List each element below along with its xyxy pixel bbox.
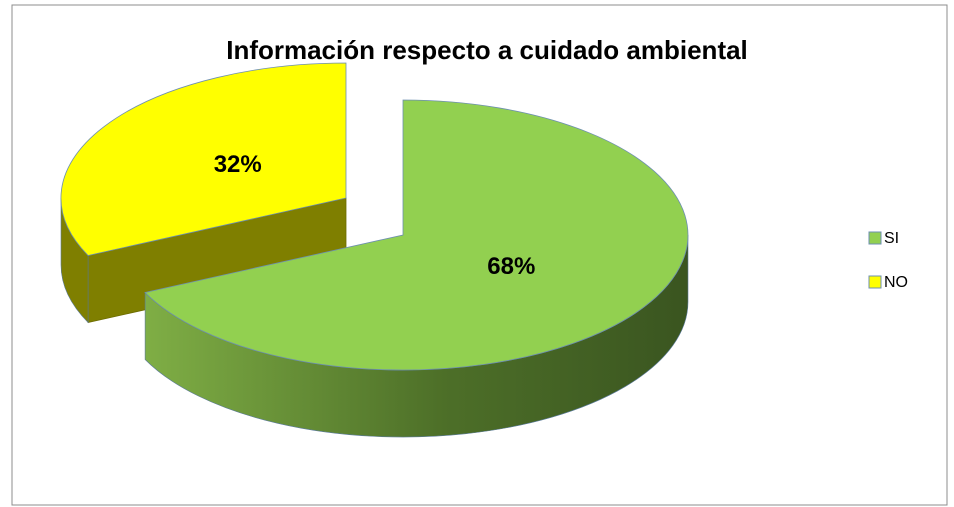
legend-label: SI <box>884 230 899 247</box>
slice <box>60 62 347 256</box>
chart-title: Información respecto a cuidado ambiental <box>226 35 748 65</box>
slice <box>144 99 689 371</box>
legend-swatch <box>868 275 882 289</box>
legend-swatch <box>868 231 882 245</box>
legend: SI NO <box>868 230 908 291</box>
data-label: 32% <box>214 151 262 178</box>
data-label: 68% <box>487 253 535 280</box>
pie: 68% 32% <box>60 62 689 438</box>
legend-label: NO <box>884 274 908 291</box>
